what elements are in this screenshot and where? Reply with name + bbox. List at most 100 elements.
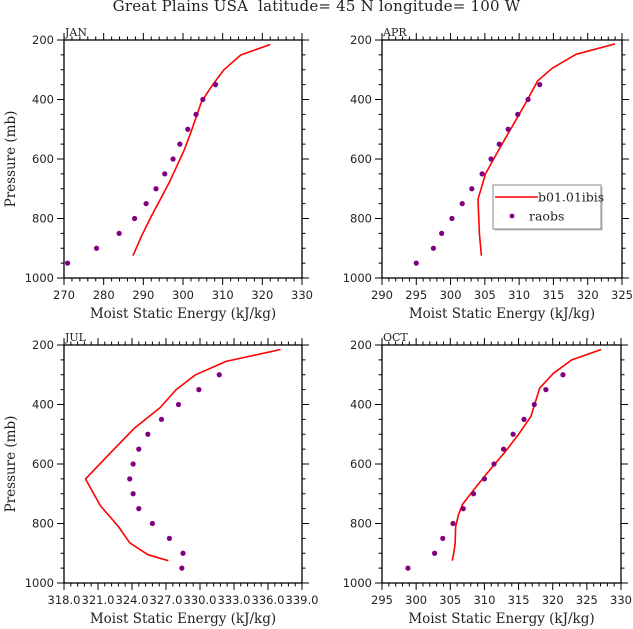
legend-label: b01.01ibis	[538, 190, 604, 205]
legend: b01.01ibis raobs	[492, 184, 604, 231]
y-tick-label: 800	[32, 517, 54, 531]
raobs-point	[216, 372, 222, 378]
x-tick-label: 295	[405, 288, 427, 302]
raobs-point	[560, 372, 566, 378]
raobs-point	[149, 520, 155, 527]
x-tick-label: 290	[371, 288, 393, 302]
raobs-point	[130, 491, 136, 497]
raobs-point	[179, 565, 185, 571]
x-tick-label: 333.0	[218, 593, 251, 607]
raobs-point	[449, 215, 455, 222]
raobs-point	[439, 230, 445, 236]
raobs-point	[116, 230, 122, 236]
raobs-point	[166, 535, 172, 541]
x-tick-label: 315	[508, 593, 530, 607]
raobs-point	[180, 550, 186, 556]
model-line-b01-01ibis	[84, 348, 281, 562]
x-tick-label: 320	[577, 288, 599, 302]
x-tick-label: 330	[291, 288, 313, 302]
raobs-point	[430, 245, 437, 251]
x-tick-label: 321.0	[82, 593, 115, 607]
x-tick-label: 300	[172, 288, 194, 302]
raobs-point	[162, 171, 168, 177]
legend-label: raobs	[529, 209, 564, 224]
panel-jul: 318.0 321.0 324.0 327.0 330.0 333.0 336.0 339.0…	[3, 331, 318, 627]
y-tick-label: 600	[350, 152, 372, 166]
raobs-point	[405, 565, 411, 571]
x-tick-label: 330	[610, 593, 632, 607]
panel-label: APR	[382, 26, 407, 39]
raobs-point	[459, 201, 465, 207]
y-tick-label: 400	[32, 93, 54, 107]
y-tick-label: 400	[32, 398, 54, 412]
raobs-point	[175, 401, 182, 408]
raobs-point	[460, 506, 466, 512]
raobs-point	[525, 96, 531, 103]
y-tick-label: 400	[350, 398, 372, 412]
raobs-point	[470, 491, 477, 497]
y-tick-label: 800	[32, 212, 54, 226]
y-tick-label: 1000	[343, 576, 372, 590]
y-tick-label: 200	[350, 33, 372, 47]
raobs-point	[496, 141, 502, 147]
x-tick-label: 295	[371, 593, 393, 607]
plot-frame	[381, 344, 622, 584]
y-axis-title: Pressure (mb)	[3, 416, 19, 513]
x-tick-label: 305	[474, 288, 496, 302]
raobs-point	[185, 126, 191, 132]
x-tick-label: 330.0	[184, 593, 217, 607]
x-tick-label: 305	[439, 593, 461, 607]
x-axis-title: Moist Static Energy (kJ/kg)	[90, 611, 276, 627]
legend-marker-swatch	[509, 213, 515, 219]
raobs-point	[431, 550, 438, 556]
raobs-point	[145, 431, 151, 437]
x-tick-label: 318.0	[48, 593, 81, 607]
raobs-point	[212, 82, 219, 88]
panel-label: OCT	[383, 331, 408, 344]
plot-frame	[63, 39, 303, 279]
raobs-point	[469, 186, 475, 192]
x-tick-label: 324.0	[116, 593, 149, 607]
raobs-point	[93, 245, 100, 251]
x-tick-label: 325	[611, 288, 633, 302]
x-tick-label: 300	[440, 288, 462, 302]
raobs-point	[537, 82, 543, 88]
raobs-point	[521, 416, 527, 422]
y-tick-label: 200	[32, 33, 54, 47]
legend-box	[492, 184, 602, 230]
x-tick-label: 290	[132, 288, 154, 302]
x-tick-label: 325	[576, 593, 598, 607]
raobs-point	[543, 387, 549, 393]
model-line-b01-01ibis	[132, 43, 271, 257]
x-tick-label: 336.0	[252, 593, 285, 607]
x-tick-label: 300	[405, 593, 427, 607]
x-tick-label: 270	[53, 288, 75, 302]
raobs-point	[177, 141, 183, 147]
raobs-point	[136, 506, 142, 512]
x-tick-label: 327.0	[150, 593, 183, 607]
raobs-point	[505, 126, 511, 132]
raobs-point	[127, 476, 133, 482]
y-tick-label: 1000	[343, 271, 372, 285]
y-tick-label: 800	[350, 517, 372, 531]
x-axis-title: Moist Static Energy (kJ/kg)	[408, 611, 594, 627]
panel-label: JAN	[64, 26, 87, 39]
raobs-point	[158, 416, 165, 422]
y-tick-label: 400	[350, 93, 372, 107]
x-tick-label: 320	[542, 593, 564, 607]
y-axis-title: Pressure (mb)	[3, 111, 19, 208]
x-tick-label: 320	[251, 288, 273, 302]
model-line-b01-01ibis	[451, 348, 602, 561]
panel-jan: 270 280 290 300 310 320 330 200 400 600 800 1000 Moi…	[3, 26, 313, 322]
model-line-b01-01ibis	[477, 43, 616, 256]
x-tick-label: 310	[508, 288, 530, 302]
panel-label: JUL	[64, 331, 87, 344]
panel-apr: 290 295 300 305 310 315 320 325 200 400 600 800 1000…	[343, 26, 633, 322]
raobs-point	[132, 215, 138, 222]
raobs-point	[440, 535, 446, 541]
raobs-point	[515, 111, 521, 117]
plot-frame	[381, 39, 623, 279]
raobs-point	[64, 260, 71, 266]
raobs-point	[196, 387, 202, 393]
